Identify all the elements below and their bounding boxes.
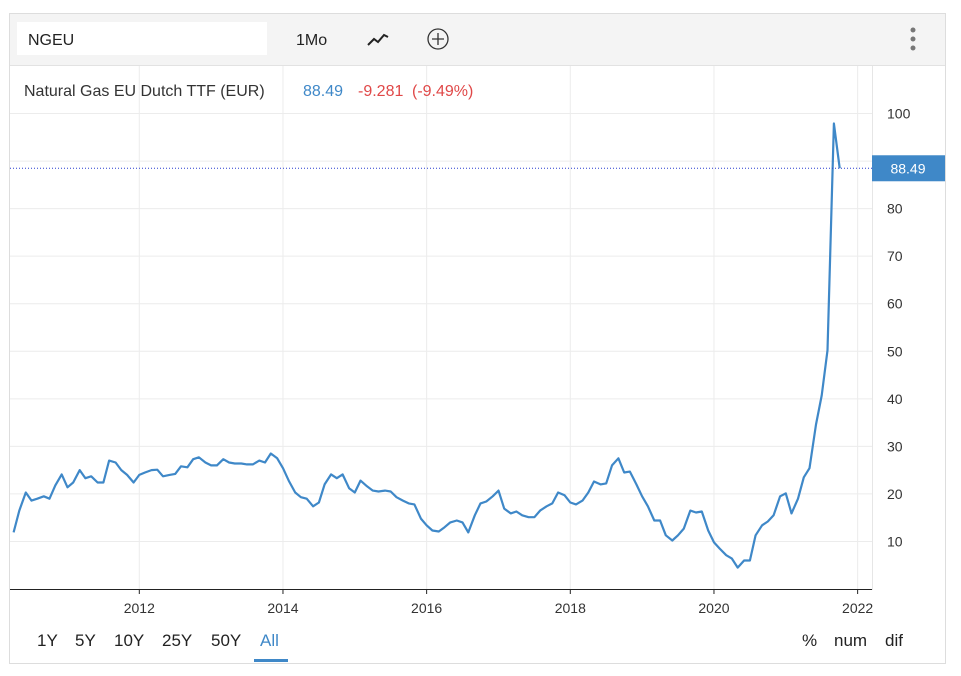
y-tick-label: 10 xyxy=(887,533,903,549)
y-tick-label: 70 xyxy=(887,248,903,264)
mode-button[interactable]: % xyxy=(802,631,817,650)
interval-button[interactable]: 1Mo xyxy=(296,32,327,49)
x-tick-label: 2020 xyxy=(698,600,729,616)
price-change: -9.281 xyxy=(358,83,403,100)
range-button[interactable]: 25Y xyxy=(162,631,192,650)
range-selected-underline xyxy=(254,659,288,662)
range-button[interactable]: 10Y xyxy=(114,631,144,650)
price-change-percent: (-9.49%) xyxy=(412,83,473,100)
range-button[interactable]: 50Y xyxy=(211,631,241,650)
chart-type-icon[interactable] xyxy=(367,33,389,46)
y-tick-label: 80 xyxy=(887,201,903,217)
y-tick-label: 50 xyxy=(887,343,903,359)
range-button[interactable]: 1Y xyxy=(37,631,58,650)
symbol-input[interactable] xyxy=(17,22,267,55)
x-tick-label: 2012 xyxy=(124,600,155,616)
range-button[interactable]: All xyxy=(260,631,279,650)
x-tick-label: 2016 xyxy=(411,600,442,616)
menu-icon[interactable] xyxy=(910,27,916,51)
plus xyxy=(432,33,444,45)
x-tick-label: 2022 xyxy=(842,600,873,616)
last-price-label: 88.49 xyxy=(890,160,925,176)
instrument-name: Natural Gas EU Dutch TTF (EUR) xyxy=(24,83,265,100)
plot: 1020304050607080901002012201420162018202… xyxy=(10,66,945,616)
last-price-box xyxy=(872,155,945,182)
y-tick-label: 20 xyxy=(887,486,903,502)
last-price: 88.49 xyxy=(303,83,343,100)
y-tick-label: 100 xyxy=(887,106,911,122)
add-indicator-icon[interactable] xyxy=(427,28,449,50)
x-tick-label: 2018 xyxy=(555,600,586,616)
range-button[interactable]: 5Y xyxy=(75,631,96,650)
x-tick-label: 2014 xyxy=(267,600,298,616)
price-line xyxy=(12,122,841,569)
mode-button[interactable]: dif xyxy=(885,631,903,650)
mode-button[interactable]: num xyxy=(834,631,867,650)
y-tick-label: 60 xyxy=(887,296,903,312)
bottom-bar: 1Y 5Y 10Y 25Y 50Y All% num dif xyxy=(37,631,903,662)
widget-frame xyxy=(9,13,946,664)
symbol-text: NGEU xyxy=(28,32,74,49)
y-tick-label: 30 xyxy=(887,438,903,454)
y-tick-label: 40 xyxy=(887,391,903,407)
